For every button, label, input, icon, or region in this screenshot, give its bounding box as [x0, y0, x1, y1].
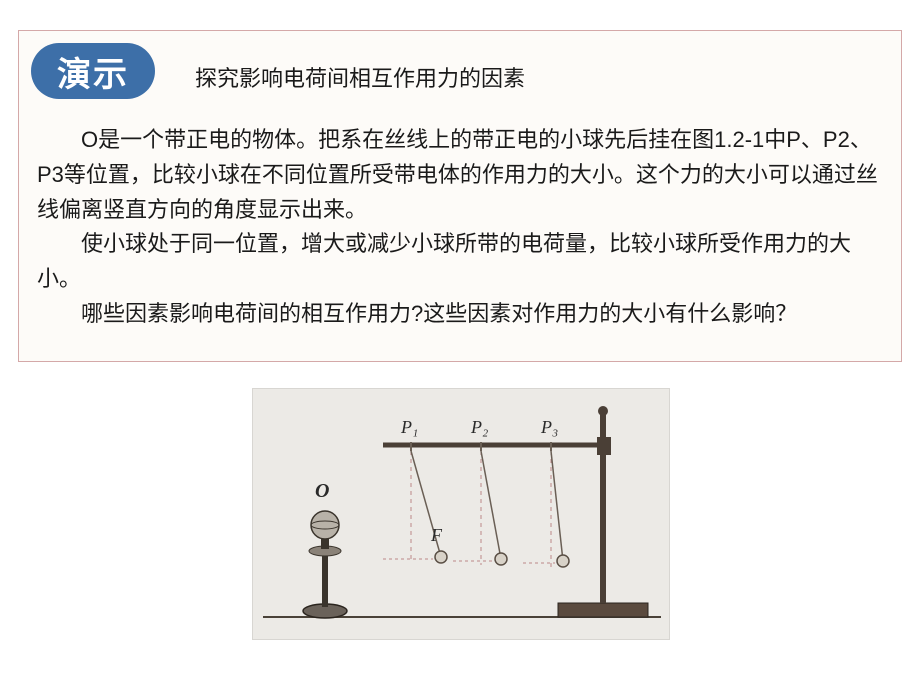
paragraph-2: 使小球处于同一位置，增大或减少小球所带的电荷量，比较小球所受作用力的大小。	[19, 227, 901, 297]
text-panel: 演示 探究影响电荷间相互作用力的因素 O是一个带正电的物体。把系在丝线上的带正电…	[18, 30, 902, 362]
paragraph-block: O是一个带正电的物体。把系在丝线上的带正电的小球先后挂在图1.2-1中P、P2、…	[19, 123, 901, 332]
paragraph-1: O是一个带正电的物体。把系在丝线上的带正电的小球先后挂在图1.2-1中P、P2、…	[19, 123, 901, 227]
subtitle: 探究影响电荷间相互作用力的因素	[195, 61, 525, 93]
svg-text:F: F	[430, 525, 443, 545]
svg-text:P₃: P₃	[540, 417, 558, 437]
paragraph-3: 哪些因素影响电荷间的相互作用力?这些因素对作用力的大小有什么影响？	[19, 297, 901, 332]
svg-text:P₂: P₂	[470, 417, 488, 437]
demo-badge-label: 演示	[57, 47, 129, 96]
svg-text:O: O	[315, 480, 329, 502]
figure-svg: P₁ P₂ P₃ F O	[253, 389, 671, 641]
physics-figure: P₁ P₂ P₃ F O	[252, 388, 670, 640]
demo-badge: 演示	[31, 43, 155, 99]
svg-text:P₁: P₁	[400, 417, 418, 437]
